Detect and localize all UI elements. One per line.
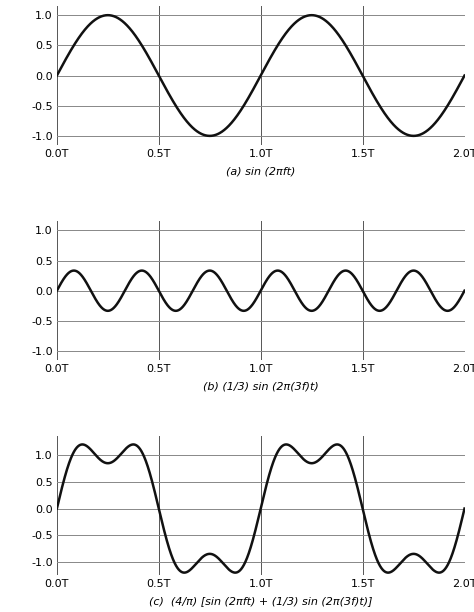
X-axis label: (c)  (4/π) [sin (2πft) + (1/3) sin (2π(3f)t)]: (c) (4/π) [sin (2πft) + (1/3) sin (2π(3f… [149,596,373,606]
X-axis label: (b) (1/3) sin (2π(3f)t): (b) (1/3) sin (2π(3f)t) [203,381,319,391]
X-axis label: (a) sin (2πft): (a) sin (2πft) [226,166,295,176]
